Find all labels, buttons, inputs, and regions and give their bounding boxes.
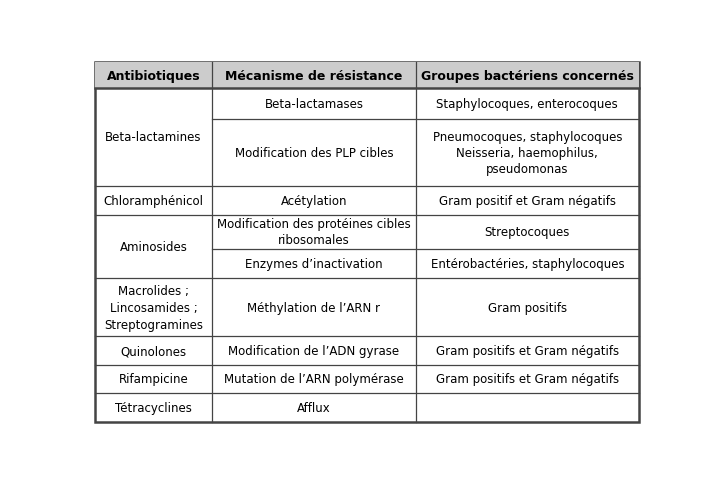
Text: Modification des protéines cibles
ribosomales: Modification des protéines cibles riboso… [217, 218, 411, 247]
Text: Mécanisme de résistance: Mécanisme de résistance [226, 70, 402, 83]
Text: Tétracyclines: Tétracyclines [115, 401, 192, 414]
Text: Gram positif et Gram négatifs: Gram positif et Gram négatifs [439, 194, 616, 207]
Text: Rifampicine: Rifampicine [119, 372, 188, 385]
Text: Chloramphénicol: Chloramphénicol [104, 194, 203, 207]
Text: Pneumocoques, staphylocoques
Neisseria, haemophilus,
pseudomonas: Pneumocoques, staphylocoques Neisseria, … [432, 131, 622, 176]
Text: Enzymes d’inactivation: Enzymes d’inactivation [245, 258, 383, 271]
Text: Quinolones: Quinolones [120, 344, 187, 357]
Text: Modification des PLP cibles: Modification des PLP cibles [235, 147, 393, 160]
Bar [95, 63, 639, 89]
Text: Aminosides: Aminosides [120, 240, 188, 253]
Text: Macrolides ;
Lincosamides ;
Streptogramines: Macrolides ; Lincosamides ; Streptogrami… [104, 284, 203, 331]
Text: Entérobactéries, staphylocoques: Entérobactéries, staphylocoques [430, 258, 624, 271]
Text: Antibiotiques: Antibiotiques [107, 70, 200, 83]
Text: Staphylocoques, enterocoques: Staphylocoques, enterocoques [437, 98, 618, 111]
Text: Gram positifs et Gram négatifs: Gram positifs et Gram négatifs [436, 372, 619, 385]
Text: Modification de l’ADN gyrase: Modification de l’ADN gyrase [228, 344, 400, 357]
Text: Méthylation de l’ARN r: Méthylation de l’ARN r [248, 301, 380, 314]
Text: Gram positifs: Gram positifs [488, 301, 567, 314]
Text: Beta-lactamases: Beta-lactamases [264, 98, 364, 111]
Text: Mutation de l’ARN polymérase: Mutation de l’ARN polymérase [224, 372, 404, 385]
Text: Groupes bactériens concernés: Groupes bactériens concernés [421, 70, 634, 83]
Text: Beta-lactamines: Beta-lactamines [105, 131, 202, 144]
Text: Streptocoques: Streptocoques [485, 226, 570, 239]
Text: Gram positifs et Gram négatifs: Gram positifs et Gram négatifs [436, 344, 619, 357]
Text: Afflux: Afflux [297, 401, 331, 414]
Text: Acétylation: Acétylation [281, 194, 347, 207]
